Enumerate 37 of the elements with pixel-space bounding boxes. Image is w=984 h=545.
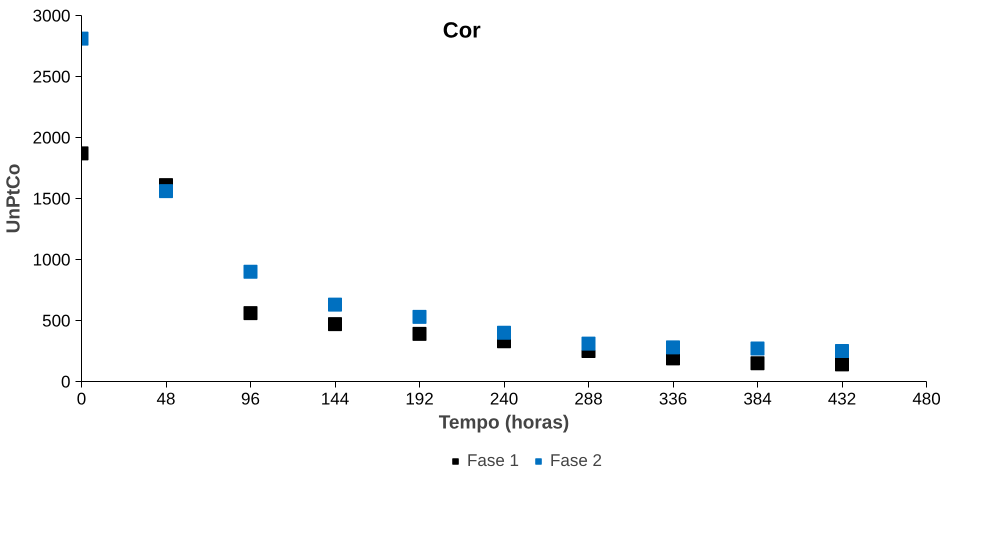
y-tick-label: 1000	[32, 250, 71, 270]
point	[244, 306, 258, 320]
y-tick-label: 0	[61, 372, 71, 392]
x-tick-label: 0	[76, 390, 86, 408]
chart-title: Cor	[442, 18, 482, 42]
point	[750, 356, 764, 370]
x-tick-label: 288	[574, 390, 603, 408]
point	[244, 264, 258, 279]
x-tick-label: 336	[658, 390, 688, 408]
x-tick-label: 432	[828, 390, 856, 408]
y-tick-label: 2500	[32, 68, 71, 86]
y-tick-label: 2000	[32, 128, 71, 148]
point	[835, 357, 849, 372]
point	[750, 342, 764, 356]
x-tick-label: 384	[743, 390, 772, 408]
x-tick-label: 480	[912, 390, 941, 408]
legend-label: Fase 2	[550, 451, 602, 471]
x-tick-label: 192	[405, 390, 434, 408]
point	[328, 317, 342, 332]
x-tick-label: 240	[490, 390, 518, 408]
y-axis-title: UnPtCo	[4, 164, 25, 234]
x-tick-label: 96	[241, 390, 260, 408]
x-tick-label: 48	[156, 390, 176, 408]
x-axis-title: Tempo (horas)	[438, 412, 570, 434]
x-tick-label: 144	[320, 390, 350, 408]
point	[328, 298, 342, 312]
point	[159, 184, 173, 198]
legend-label: Fase 1	[467, 451, 519, 471]
y-tick-label: 500	[42, 312, 71, 330]
point	[412, 310, 426, 324]
point	[582, 336, 596, 351]
y-tick-label: 3000	[32, 6, 71, 26]
point	[497, 326, 511, 340]
point	[666, 340, 680, 354]
y-tick-label: 1500	[32, 190, 71, 208]
point	[835, 344, 849, 358]
point	[412, 326, 426, 341]
